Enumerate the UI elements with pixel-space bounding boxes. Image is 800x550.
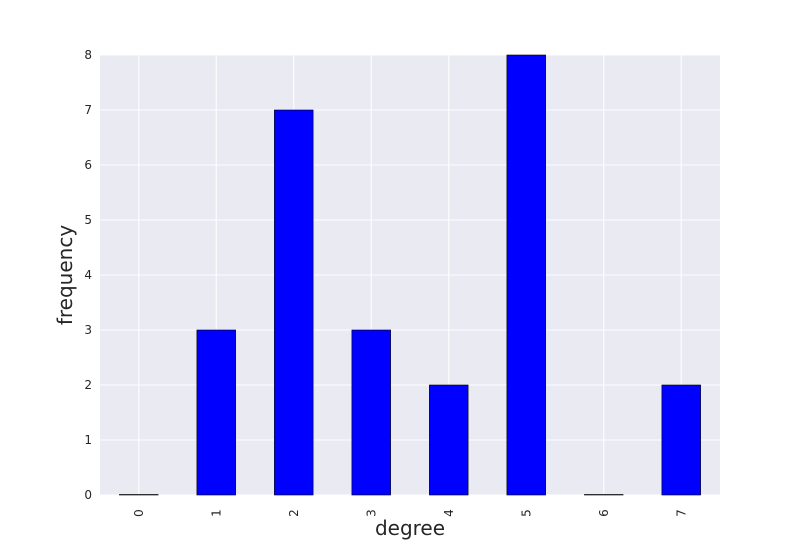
x-tick-label: 4 (442, 509, 456, 517)
bar-7 (661, 384, 701, 496)
bar-0 (119, 494, 159, 496)
x-tick-label: 0 (132, 509, 146, 517)
y-tick-label: 2 (84, 378, 92, 392)
bar-3 (351, 329, 391, 496)
bar-1 (196, 329, 236, 496)
x-tick-label: 1 (209, 509, 223, 517)
y-tick-label: 7 (84, 103, 92, 117)
y-tick-label: 0 (84, 488, 92, 502)
bar-4 (429, 384, 469, 496)
y-tick-label: 8 (84, 48, 92, 62)
x-tick-label: 7 (674, 509, 688, 517)
x-axis-label: degree (375, 516, 445, 540)
y-tick-label: 5 (84, 213, 92, 227)
x-tick-labels: 0 1 2 3 4 5 6 7 (132, 509, 689, 517)
bar-6 (584, 494, 624, 496)
y-tick-label: 1 (84, 433, 92, 447)
y-tick-labels: 0 1 2 3 4 5 6 7 8 (84, 48, 92, 502)
x-tick-label: 5 (519, 509, 533, 517)
y-tick-label: 6 (84, 158, 92, 172)
x-tick-label: 3 (364, 509, 378, 517)
x-tick-label: 2 (287, 509, 301, 517)
bar-5 (506, 54, 546, 496)
bars (119, 54, 701, 496)
y-tick-label: 3 (84, 323, 92, 337)
y-tick-label: 4 (84, 268, 92, 282)
y-axis-label: frequency (53, 225, 77, 325)
x-tick-label: 6 (597, 509, 611, 517)
bar-2 (274, 109, 314, 496)
